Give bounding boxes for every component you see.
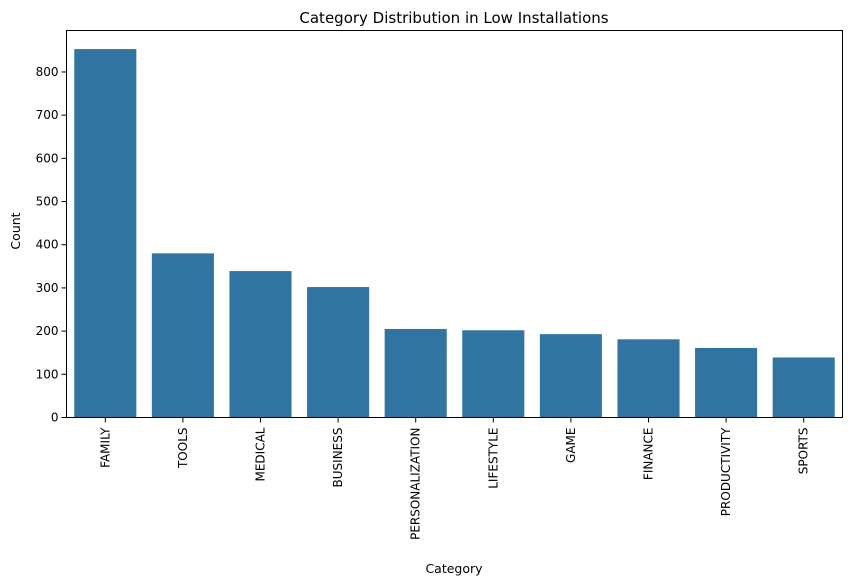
bar-tools bbox=[151, 253, 214, 418]
y-axis-ticks: 0 100 200 300 400 500 600 700 800 bbox=[36, 65, 67, 425]
bar-game bbox=[539, 334, 602, 418]
y-tick-label: 100 bbox=[36, 367, 59, 381]
x-tick-label: SPORTS bbox=[797, 428, 811, 475]
y-tick-label: 800 bbox=[36, 65, 59, 79]
x-axis-label: Category bbox=[425, 561, 483, 576]
x-tick-label: PRODUCTIVITY bbox=[719, 427, 733, 516]
bar-productivity bbox=[695, 347, 758, 418]
y-tick-label: 500 bbox=[36, 195, 59, 209]
chart-title: Category Distribution in Low Installatio… bbox=[299, 9, 608, 27]
bar-sports bbox=[772, 357, 835, 418]
bar-lifestyle bbox=[462, 330, 525, 418]
x-tick-label: FINANCE bbox=[642, 428, 656, 481]
bar-medical bbox=[229, 271, 292, 418]
x-tick-label: TOOLS bbox=[176, 428, 190, 470]
plot-frame bbox=[66, 30, 843, 418]
bars-group bbox=[74, 49, 835, 418]
x-tick-label: FAMILY bbox=[98, 427, 112, 468]
y-tick-label: 0 bbox=[51, 411, 59, 425]
bar-finance bbox=[617, 339, 680, 418]
bar-business bbox=[307, 287, 370, 418]
y-tick-label: 600 bbox=[36, 151, 59, 165]
x-tick-label: LIFESTYLE bbox=[486, 428, 500, 489]
x-axis-ticks: FAMILY TOOLS MEDICAL BUSINESS PERSONALIZATIO… bbox=[98, 417, 811, 540]
x-tick-label: PERSONALIZATION bbox=[409, 428, 423, 540]
bar-family bbox=[74, 49, 137, 418]
x-tick-label: GAME bbox=[564, 428, 578, 463]
bar-personalization bbox=[384, 328, 447, 418]
x-tick-label: BUSINESS bbox=[331, 428, 345, 488]
y-tick-label: 200 bbox=[36, 324, 59, 338]
y-tick-label: 700 bbox=[36, 108, 59, 122]
y-tick-label: 300 bbox=[36, 281, 59, 295]
y-axis-label: Count bbox=[8, 212, 23, 249]
y-tick-label: 400 bbox=[36, 238, 59, 252]
x-tick-label: MEDICAL bbox=[254, 427, 268, 481]
